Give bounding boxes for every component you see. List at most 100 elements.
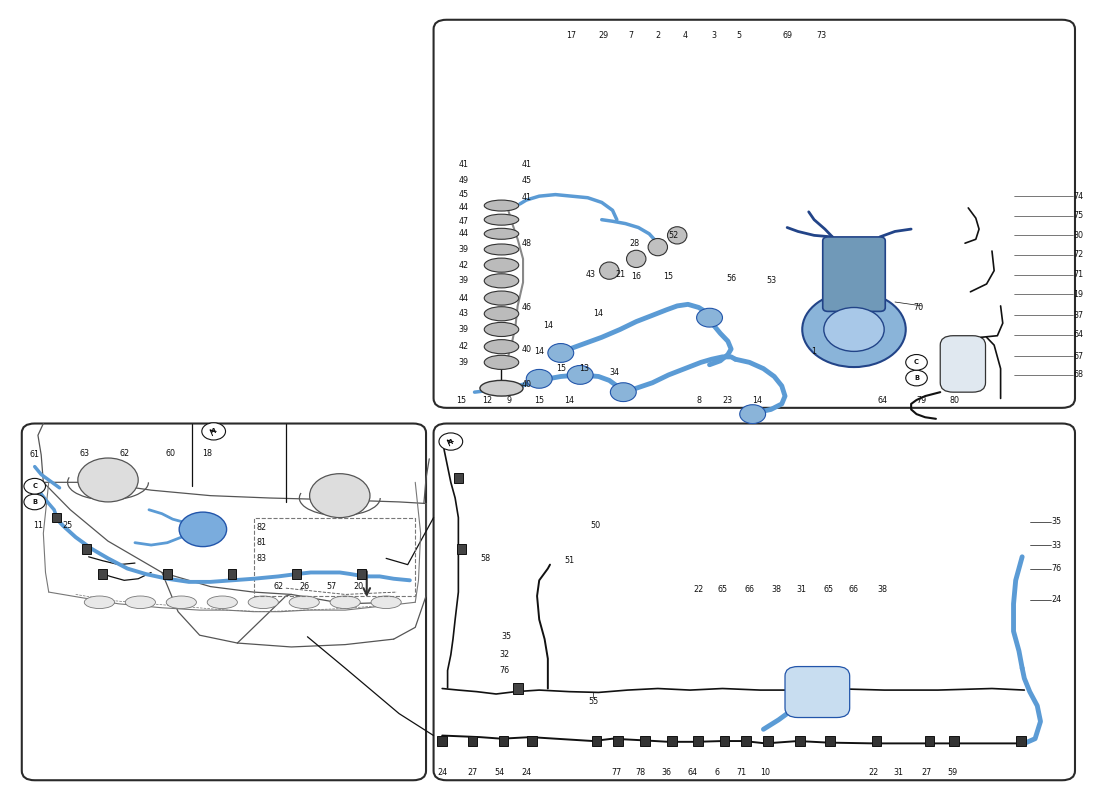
Text: 43: 43	[586, 270, 596, 279]
Bar	[949, 736, 959, 746]
Ellipse shape	[484, 291, 519, 305]
Bar	[438, 736, 447, 746]
Text: 29: 29	[598, 31, 609, 40]
Text: 27: 27	[921, 768, 932, 777]
Text: 71: 71	[737, 768, 747, 777]
Ellipse shape	[648, 238, 668, 256]
Text: 4: 4	[682, 31, 688, 40]
Text: 31: 31	[796, 586, 806, 594]
Text: 5: 5	[736, 31, 741, 40]
Text: 39: 39	[459, 245, 469, 254]
Circle shape	[548, 343, 574, 362]
Text: 42: 42	[459, 261, 469, 270]
Text: 24: 24	[1052, 595, 1062, 605]
FancyBboxPatch shape	[940, 336, 986, 392]
FancyBboxPatch shape	[22, 423, 426, 780]
Text: 76: 76	[499, 666, 509, 675]
Text: 22: 22	[694, 586, 704, 594]
Text: 14: 14	[564, 396, 574, 406]
Text: 20: 20	[353, 582, 363, 591]
Text: 60: 60	[165, 449, 176, 458]
Text: 33: 33	[1052, 541, 1062, 550]
Text: 39: 39	[459, 358, 469, 367]
Bar	[613, 736, 623, 746]
Text: 12: 12	[483, 396, 493, 406]
Text: 36: 36	[661, 768, 671, 777]
Text: 65: 65	[823, 586, 833, 594]
Text: 17: 17	[566, 31, 576, 40]
Ellipse shape	[484, 244, 519, 255]
Text: 52: 52	[669, 231, 679, 240]
Text: 42: 42	[459, 342, 469, 351]
Bar	[640, 736, 650, 746]
Text: 57: 57	[326, 582, 337, 591]
Text: 15: 15	[663, 272, 673, 281]
Bar	[527, 736, 537, 746]
Ellipse shape	[668, 226, 686, 244]
Text: 14: 14	[594, 310, 604, 318]
Text: 64: 64	[1074, 330, 1084, 339]
Ellipse shape	[289, 596, 319, 609]
Text: 76: 76	[1052, 564, 1062, 573]
Text: 35: 35	[502, 632, 512, 642]
Text: 64: 64	[877, 396, 887, 406]
Bar	[592, 736, 602, 746]
Bar	[456, 544, 466, 554]
Text: 16: 16	[631, 272, 641, 281]
Text: 24: 24	[521, 768, 531, 777]
Text: 71: 71	[1074, 270, 1084, 279]
Ellipse shape	[484, 274, 519, 288]
Text: C: C	[914, 359, 918, 366]
Text: 73: 73	[816, 31, 827, 40]
Text: 65: 65	[717, 586, 727, 594]
Circle shape	[78, 458, 139, 502]
Text: 69: 69	[782, 31, 792, 40]
Circle shape	[179, 512, 227, 546]
Text: 1: 1	[812, 347, 816, 356]
Text: 41: 41	[521, 194, 531, 202]
Bar	[253, 518, 416, 596]
Text: 28: 28	[629, 238, 639, 248]
Text: 13: 13	[580, 364, 590, 373]
Bar	[741, 736, 751, 746]
Circle shape	[696, 308, 723, 327]
Text: since 1965: since 1965	[658, 254, 786, 278]
Text: 40: 40	[521, 345, 531, 354]
Text: 15: 15	[556, 364, 565, 373]
Circle shape	[824, 307, 884, 351]
Text: 58: 58	[481, 554, 491, 563]
Text: 32: 32	[499, 650, 509, 659]
Text: 7: 7	[628, 31, 634, 40]
Bar	[498, 736, 508, 746]
Text: 26: 26	[299, 582, 309, 591]
Text: 37: 37	[1074, 311, 1084, 320]
Text: 39: 39	[459, 276, 469, 286]
Ellipse shape	[600, 262, 619, 279]
Bar	[358, 570, 365, 578]
Bar	[293, 570, 301, 578]
Text: 56: 56	[726, 274, 736, 283]
Circle shape	[526, 370, 552, 388]
Text: 82: 82	[256, 522, 266, 531]
Bar	[763, 736, 772, 746]
Text: 41: 41	[459, 160, 469, 170]
Text: 70: 70	[914, 303, 924, 312]
Bar	[693, 736, 703, 746]
Text: 9: 9	[506, 396, 512, 406]
Circle shape	[905, 370, 927, 386]
Text: 72: 72	[1074, 250, 1084, 259]
Text: 40: 40	[521, 380, 531, 389]
Circle shape	[309, 474, 370, 518]
Ellipse shape	[627, 250, 646, 267]
Ellipse shape	[484, 306, 519, 321]
Ellipse shape	[484, 355, 519, 370]
FancyBboxPatch shape	[433, 423, 1075, 780]
Bar	[825, 736, 835, 746]
Text: 67: 67	[1074, 351, 1084, 361]
Ellipse shape	[330, 596, 361, 609]
Text: 2: 2	[656, 31, 660, 40]
Text: 54: 54	[494, 768, 505, 777]
Text: 30: 30	[1074, 231, 1084, 240]
Text: 50: 50	[591, 521, 601, 530]
Bar	[513, 683, 522, 694]
